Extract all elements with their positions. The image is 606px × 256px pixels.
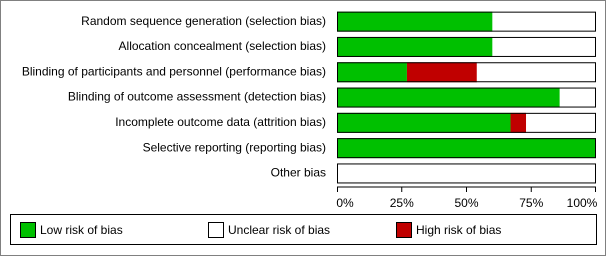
legend-label: High risk of bias <box>416 223 501 237</box>
bar-segment <box>337 62 407 83</box>
x-tick-label: 50% <box>454 196 478 210</box>
x-tick-label: 75% <box>519 196 543 210</box>
legend-swatch <box>396 222 412 238</box>
x-tick-label: 100% <box>567 196 598 210</box>
bar-segment <box>337 112 511 133</box>
legend-label: Low risk of bias <box>40 223 123 237</box>
bar-outline <box>337 163 596 184</box>
bar-segment <box>337 11 493 32</box>
bar-segment <box>510 112 527 133</box>
bar-segment <box>559 87 596 108</box>
legend-label: Unclear risk of bias <box>228 223 330 237</box>
bar-segment <box>337 36 493 57</box>
bar-segment <box>476 62 596 83</box>
bar-outline <box>337 11 596 32</box>
bar-outline <box>337 36 596 57</box>
category-label: Incomplete outcome data (attrition bias) <box>115 115 326 129</box>
bar-segment <box>337 138 596 159</box>
category-label: Other bias <box>271 166 326 180</box>
category-label: Random sequence generation (selection bi… <box>81 14 326 28</box>
category-label: Allocation concealment (selection bias) <box>119 39 326 53</box>
bar-segment <box>337 87 560 108</box>
bar-outline <box>337 138 596 159</box>
category-label: Blinding of outcome assessment (detectio… <box>68 90 326 104</box>
x-tick-label: 0% <box>336 196 354 210</box>
x-tick-label: 25% <box>390 196 414 210</box>
legend-swatch <box>208 222 224 238</box>
legend-box <box>10 214 597 245</box>
bar-outline <box>337 112 596 133</box>
bar-segment <box>337 163 596 184</box>
category-label: Selective reporting (reporting bias) <box>143 140 326 154</box>
bar-segment <box>406 62 477 83</box>
bar-outline <box>337 62 596 83</box>
bar-segment <box>526 112 596 133</box>
bar-outline <box>337 87 596 108</box>
bar-segment <box>492 36 596 57</box>
category-label: Blinding of participants and personnel (… <box>22 64 326 78</box>
legend-swatch <box>20 222 36 238</box>
bar-segment <box>492 11 596 32</box>
